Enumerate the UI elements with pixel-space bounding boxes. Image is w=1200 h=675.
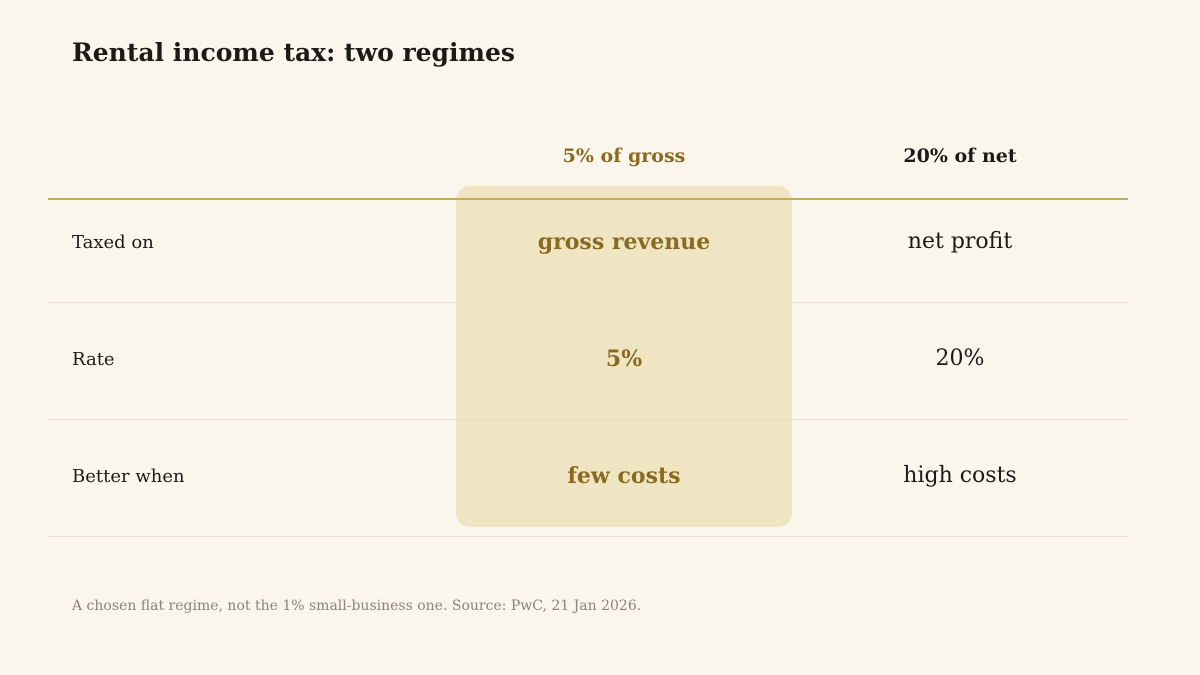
page-title: Rental income tax: two regimes: [72, 38, 515, 67]
row-label-better-when: Better when: [72, 466, 185, 487]
header-divider: [48, 198, 1128, 200]
row-label-rate: Rate: [72, 349, 115, 370]
cell-rate-net: 20%: [935, 346, 985, 371]
row-label-taxed-on: Taxed on: [72, 232, 154, 253]
cell-taxed-on-net: net profit: [907, 229, 1013, 254]
column-header-20pct-net: 20% of net: [903, 145, 1017, 167]
cell-rate-gross: 5%: [605, 346, 643, 372]
source-footnote: A chosen flat regime, not the 1% small-b…: [72, 598, 642, 614]
highlight-column-band: [456, 186, 792, 527]
row-divider: [48, 302, 1128, 303]
row-divider: [48, 419, 1128, 420]
cell-better-when-gross: few costs: [567, 463, 681, 489]
column-header-5pct-gross: 5% of gross: [562, 145, 686, 167]
cell-taxed-on-gross: gross revenue: [537, 229, 711, 255]
row-divider: [48, 536, 1128, 537]
cell-better-when-net: high costs: [903, 463, 1017, 488]
